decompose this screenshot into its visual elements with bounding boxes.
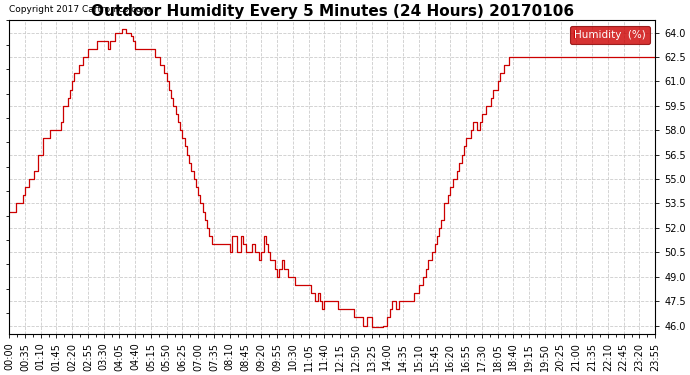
Title: Outdoor Humidity Every 5 Minutes (24 Hours) 20170106: Outdoor Humidity Every 5 Minutes (24 Hou… [90,4,574,19]
Text: Copyright 2017 Cartronics.com: Copyright 2017 Cartronics.com [9,5,150,14]
Legend: Humidity  (%): Humidity (%) [570,26,650,44]
